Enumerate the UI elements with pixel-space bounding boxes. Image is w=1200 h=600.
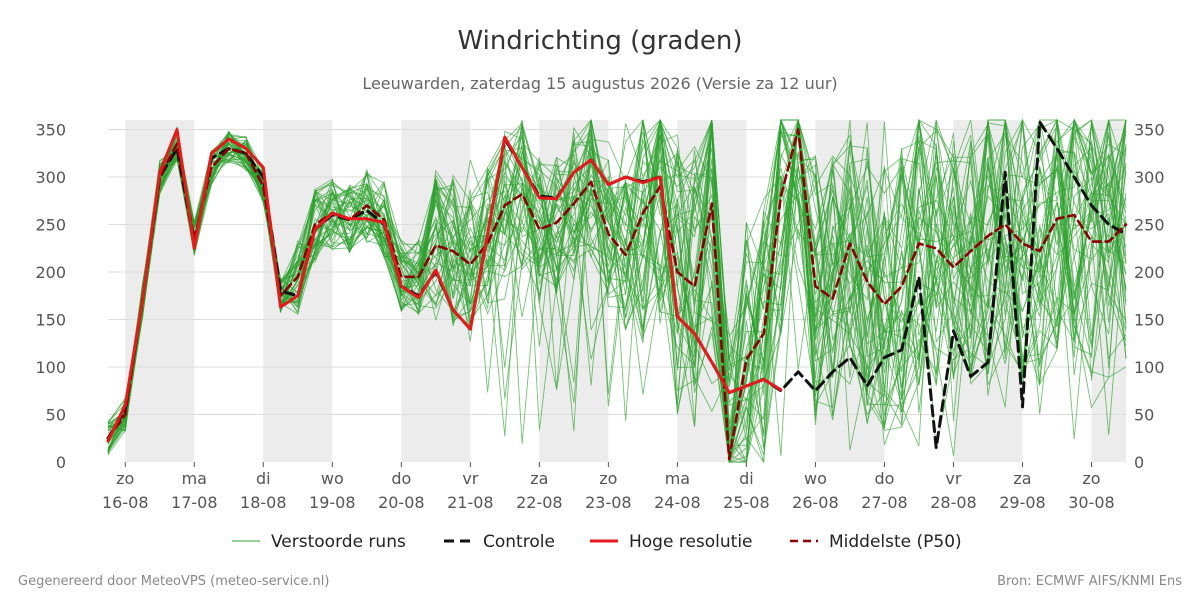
y-tick-labels: 0 0 50 50 100 100 150 150 200 200 250 250 300 300 350 3…: [35, 121, 1164, 473]
y-tick-label-right: 250: [1134, 216, 1165, 235]
footer-generator: Gegenereerd door MeteoVPS (meteo-service…: [18, 574, 329, 589]
x-tick-date: 24-08: [654, 493, 701, 512]
y-tick-label-left: 300: [35, 168, 66, 187]
x-tick-day: do: [391, 469, 411, 488]
x-tick-day: za: [530, 469, 548, 488]
y-tick-label-left: 150: [35, 311, 66, 330]
y-tick-label-left: 0: [56, 453, 66, 472]
main-series: [106, 120, 1128, 461]
x-tick-date: 28-08: [930, 493, 977, 512]
x-tick-day: wo: [321, 469, 344, 488]
x-tick-day: vr: [945, 469, 961, 488]
x-tick-day: za: [1013, 469, 1031, 488]
y-tick-label-left: 200: [35, 263, 66, 282]
legend: Verstoorde runs Controle Hoge resolutie Mid…: [232, 532, 962, 552]
x-tick-date: 20-08: [378, 493, 425, 512]
legend-label-ensemble: Verstoorde runs: [271, 532, 406, 552]
y-tick-label-right: 150: [1134, 311, 1165, 330]
y-tick-label-left: 50: [46, 406, 66, 425]
y-tick-label-right: 0: [1134, 453, 1144, 472]
x-tick-day: di: [739, 469, 754, 488]
x-tick-date: 21-08: [447, 493, 494, 512]
y-tick-label-left: 100: [35, 358, 66, 377]
y-tick-label-right: 350: [1134, 121, 1165, 140]
x-tick-date: 22-08: [516, 493, 563, 512]
y-tick-label-right: 50: [1134, 406, 1154, 425]
y-tick-label-left: 350: [35, 121, 66, 140]
footer-source: Bron: ECMWF AIFS/KNMI Ens: [997, 574, 1182, 589]
x-tick-day: ma: [182, 469, 207, 488]
x-tick-date: 16-08: [102, 493, 149, 512]
y-tick-label-right: 100: [1134, 358, 1165, 377]
chart-subtitle: Leeuwarden, zaterdag 15 augustus 2026 (V…: [362, 74, 837, 93]
chart-title: Windrichting (graden): [457, 26, 742, 56]
x-tick-date: 30-08: [1068, 493, 1115, 512]
x-tick-date: 19-08: [309, 493, 356, 512]
x-tick-date: 23-08: [585, 493, 632, 512]
legend-label-median: Middelste (P50): [829, 532, 962, 552]
high-res-line: [106, 128, 783, 443]
x-tick-day: zo: [116, 469, 134, 488]
x-tick-day: zo: [1082, 469, 1100, 488]
x-tick-labels: zo 16-08 ma 17-08 di 18-08 wo 19-08 do 20-08 vr 21-…: [102, 462, 1115, 512]
x-tick-date: 17-08: [171, 493, 218, 512]
x-tick-day: do: [874, 469, 894, 488]
x-tick-date: 25-08: [723, 493, 770, 512]
x-tick-day: wo: [804, 469, 827, 488]
x-tick-day: zo: [599, 469, 617, 488]
y-tick-label-left: 250: [35, 216, 66, 235]
x-tick-day: vr: [462, 469, 478, 488]
y-tick-label-right: 200: [1134, 263, 1165, 282]
x-tick-date: 29-08: [999, 493, 1046, 512]
x-tick-date: 26-08: [792, 493, 839, 512]
x-tick-date: 27-08: [861, 493, 908, 512]
x-tick-day: ma: [665, 469, 690, 488]
x-tick-day: di: [256, 469, 271, 488]
x-tick-date: 18-08: [240, 493, 287, 512]
y-tick-label-right: 300: [1134, 168, 1165, 187]
legend-label-high_res: Hoge resolutie: [629, 532, 753, 552]
legend-label-control: Controle: [483, 532, 555, 552]
